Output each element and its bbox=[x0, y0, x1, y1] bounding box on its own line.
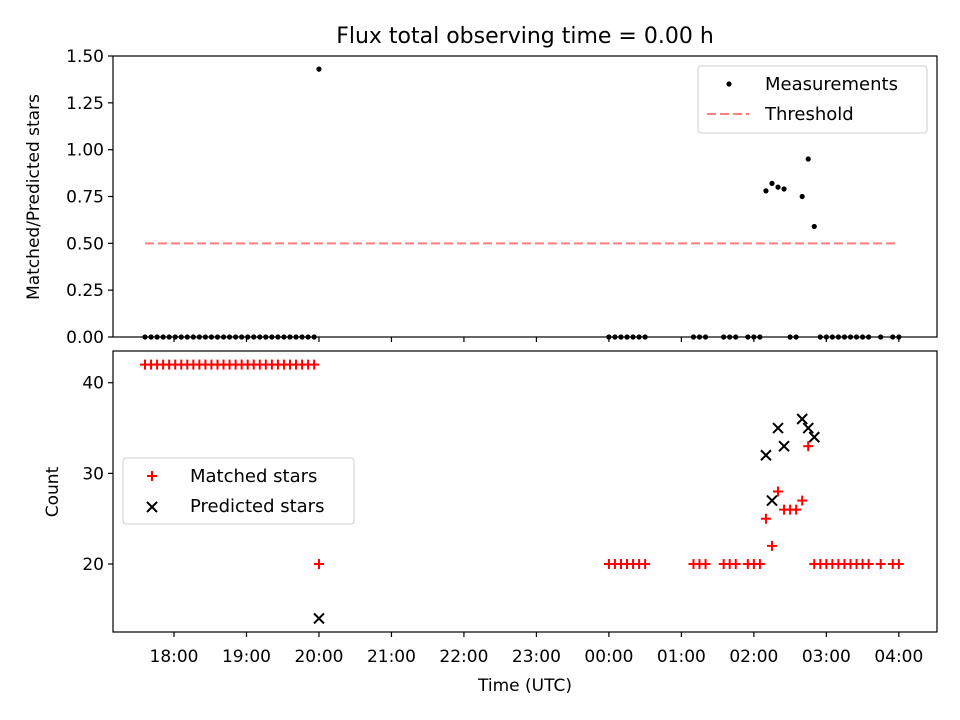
matched-star-point bbox=[313, 559, 324, 570]
predicted-star-point bbox=[766, 494, 778, 507]
xtick-label: 02:00 bbox=[729, 647, 778, 667]
matched-legend-marker bbox=[147, 471, 157, 481]
predicted-legend-marker bbox=[146, 501, 158, 513]
xtick-label: 04:00 bbox=[874, 647, 923, 667]
xtick-label: 23:00 bbox=[512, 647, 561, 667]
predicted-star-point bbox=[760, 449, 772, 461]
matched-star-point bbox=[766, 540, 777, 551]
measurements-legend-marker bbox=[726, 81, 732, 87]
measurement-point bbox=[811, 223, 817, 230]
top-axes-frame bbox=[112, 55, 938, 338]
measurement-point bbox=[763, 188, 769, 194]
predicted-star-point bbox=[802, 422, 814, 434]
ytick-label: 0.25 bbox=[66, 281, 104, 301]
ytick-label: 30 bbox=[82, 464, 104, 484]
xtick-label: 21:00 bbox=[367, 647, 416, 667]
bottom-legend: Matched stars Predicted stars bbox=[122, 457, 355, 525]
predicted-star-point bbox=[772, 422, 784, 434]
measurement-point bbox=[781, 186, 787, 192]
top-ylabel: Matched/Predicted stars bbox=[24, 94, 44, 300]
xtick-label: 22:00 bbox=[439, 647, 488, 667]
predicted-star-point bbox=[778, 440, 790, 452]
top-axes: 0.00 0.25 0.50 0.75 1.00 1.25 1.50 Matched/Pre… bbox=[24, 47, 938, 348]
top-legend: Measurements Threshold bbox=[697, 65, 928, 134]
matched-star-point bbox=[309, 359, 320, 370]
xtick-label: 18:00 bbox=[150, 647, 199, 667]
predicted-legend-label: Predicted stars bbox=[190, 496, 324, 517]
bottom-legend-box bbox=[122, 457, 355, 525]
xtick-label: 00:00 bbox=[584, 647, 633, 667]
top-legend-box bbox=[697, 65, 928, 134]
bottom-axes-frame bbox=[112, 350, 938, 633]
xtick-label: 03:00 bbox=[802, 647, 851, 667]
ytick-label: 0.00 bbox=[66, 328, 104, 348]
matched-star-point bbox=[773, 486, 784, 497]
chart-title: Flux total observing time = 0.00 h bbox=[336, 24, 714, 49]
ytick-label: 0.50 bbox=[66, 234, 104, 254]
matched-legend-label: Matched stars bbox=[190, 466, 317, 487]
matched-star-point bbox=[730, 559, 741, 570]
bottom-axes: 20 30 40 18:00 19:00 20:00 21:00 22:00 23:00 00:… bbox=[43, 350, 938, 696]
xtick-label: 20:00 bbox=[294, 647, 343, 667]
matched-star-point bbox=[760, 513, 771, 524]
ytick-label: 20 bbox=[82, 555, 104, 575]
bottom-xlabel: Time (UTC) bbox=[477, 676, 572, 696]
measurements-legend-label: Measurements bbox=[765, 74, 898, 95]
predicted-star-point bbox=[808, 431, 820, 443]
measurement-point bbox=[316, 66, 322, 72]
xtick-label: 19:00 bbox=[222, 647, 271, 667]
measurement-point bbox=[775, 184, 781, 190]
matched-star-point bbox=[700, 559, 711, 570]
ytick-label: 40 bbox=[82, 374, 104, 394]
matched-star-point bbox=[875, 559, 886, 570]
matched-star-point bbox=[797, 495, 808, 506]
measurement-point bbox=[769, 180, 775, 186]
matched-star-point bbox=[803, 441, 814, 452]
measurement-point bbox=[799, 193, 805, 200]
predicted-star-point bbox=[313, 612, 325, 625]
matched-star-point bbox=[754, 559, 765, 570]
predicted-star-point bbox=[796, 413, 808, 425]
ytick-label: 0.75 bbox=[66, 188, 104, 208]
ytick-label: 1.25 bbox=[66, 94, 104, 114]
threshold-legend-label: Threshold bbox=[764, 104, 854, 125]
xtick-label: 01:00 bbox=[657, 647, 706, 667]
matched-star-point bbox=[791, 504, 802, 515]
matched-star-point bbox=[863, 559, 874, 570]
ytick-label: 1.50 bbox=[66, 47, 104, 67]
matched-star-point bbox=[893, 559, 904, 570]
bottom-ylabel: Count bbox=[43, 466, 63, 517]
measurement-point bbox=[805, 156, 811, 162]
ytick-label: 1.00 bbox=[66, 141, 104, 161]
matched-star-point bbox=[640, 559, 651, 570]
